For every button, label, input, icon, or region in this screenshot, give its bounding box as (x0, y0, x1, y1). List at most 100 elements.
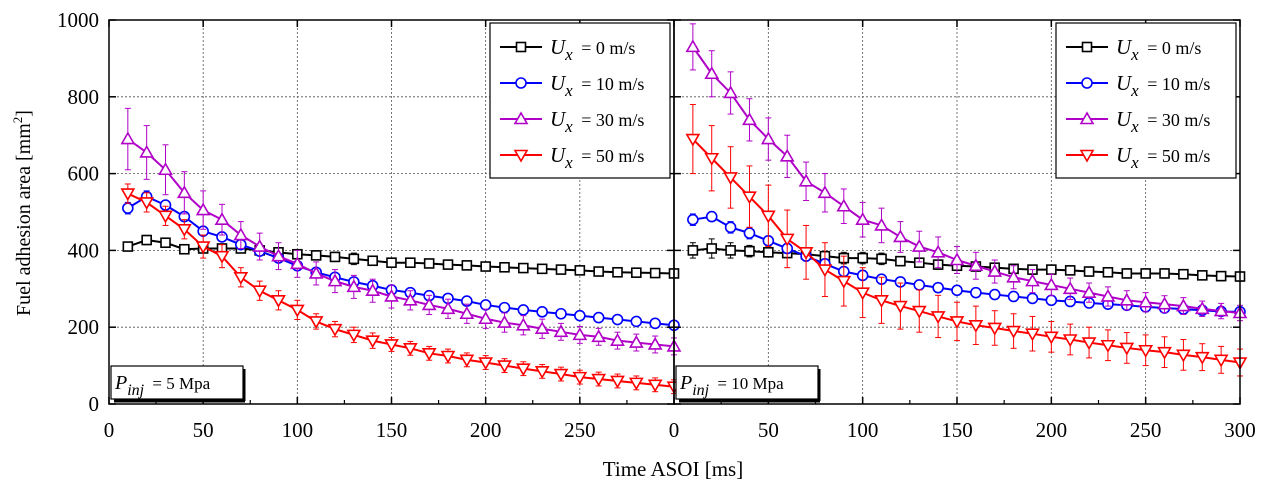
data-point (1026, 292, 1039, 305)
data-point (610, 333, 625, 346)
legend-label: Ux = 50 m/s (550, 143, 644, 172)
data-point (592, 311, 605, 324)
data-point (817, 264, 833, 278)
x-axis-title: Time ASOI [ms] (603, 457, 743, 481)
data-point (987, 322, 1003, 336)
data-point (628, 334, 644, 348)
data-point (139, 144, 155, 158)
data-point (176, 185, 192, 199)
data-point (612, 266, 623, 278)
data-point (631, 267, 642, 278)
data-point (1194, 301, 1210, 315)
data-point (1215, 270, 1227, 282)
data-point (857, 252, 868, 264)
series-2 (120, 107, 682, 356)
data-point (591, 329, 607, 343)
data-point (949, 252, 965, 266)
data-point (704, 66, 720, 80)
data-point (874, 217, 889, 231)
legend-label: Ux = 50 m/s (1116, 143, 1210, 172)
x-tick-label: 100 (282, 418, 314, 442)
data-point (1176, 349, 1191, 363)
legend-label: Ux = 0 m/s (550, 35, 635, 64)
data-point (498, 301, 511, 314)
data-point (687, 245, 699, 256)
data-point (1157, 296, 1172, 310)
data-point (1006, 325, 1021, 339)
data-point (574, 309, 586, 322)
data-point (649, 267, 661, 279)
data-point (515, 363, 531, 377)
data-point (630, 315, 643, 328)
x-tick-label: 150 (376, 418, 408, 442)
legend-label: Ux = 10 m/s (550, 71, 644, 100)
data-point (647, 336, 663, 350)
data-point (1138, 294, 1154, 308)
x-tick-label: 300 (1224, 418, 1256, 442)
data-point (179, 243, 190, 255)
data-point (913, 279, 926, 291)
data-point (289, 304, 305, 318)
data-point (271, 248, 286, 262)
data-point (949, 316, 965, 330)
data-point (1196, 270, 1208, 281)
data-point (1119, 292, 1135, 306)
data-point (233, 271, 249, 285)
data-point (611, 313, 624, 326)
data-point (122, 241, 134, 252)
data-point (536, 306, 548, 318)
data-point (628, 377, 644, 391)
data-point (1045, 294, 1058, 307)
x-tick-label: 150 (941, 418, 973, 442)
data-point (1176, 298, 1191, 312)
data-point (1043, 277, 1059, 291)
data-point (365, 283, 381, 297)
data-point (1194, 351, 1210, 365)
data-point (855, 287, 871, 301)
data-point (705, 210, 718, 223)
data-point (459, 306, 475, 320)
data-point (1043, 331, 1059, 345)
series-line (127, 192, 675, 388)
data-point (308, 265, 324, 279)
panel-label-box (675, 365, 819, 400)
data-point (1213, 354, 1229, 368)
data-point (742, 112, 757, 126)
data-point (723, 172, 738, 186)
legend-marker (1081, 41, 1093, 53)
data-point (176, 223, 192, 237)
data-point (817, 185, 833, 199)
data-point (289, 256, 305, 270)
panel-label-text: Pinj = 10 Mpa (679, 372, 784, 399)
data-point (553, 368, 569, 382)
data-point (515, 317, 531, 331)
data-point (610, 375, 625, 389)
data-point (704, 152, 720, 166)
data-point (1025, 328, 1040, 342)
legend-marker (513, 149, 529, 163)
data-point (1213, 303, 1229, 317)
data-point (479, 299, 492, 311)
data-point (158, 210, 173, 224)
series-1 (687, 210, 1246, 318)
data-point (742, 191, 757, 205)
data-point (367, 255, 378, 267)
data-point (591, 373, 607, 387)
data-point (932, 281, 944, 294)
data-point (553, 324, 569, 338)
data-point (158, 162, 173, 176)
data-point (572, 371, 588, 385)
data-point (555, 307, 567, 320)
data-point (423, 258, 435, 269)
data-point (310, 250, 322, 261)
legend-label: Ux = 30 m/s (550, 107, 644, 136)
data-point (685, 133, 701, 147)
legend-marker (515, 77, 527, 89)
data-point (442, 259, 454, 270)
data-point (534, 366, 550, 379)
data-point (497, 360, 512, 374)
data-point (744, 245, 755, 257)
legend-marker (513, 111, 529, 125)
data-point (120, 131, 136, 145)
